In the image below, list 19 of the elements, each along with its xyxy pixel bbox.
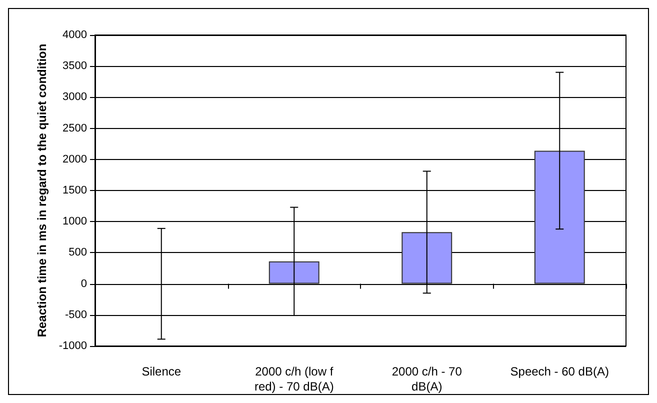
y-axis-title: Reaction time in ms in regard to the quiet condition bbox=[34, 44, 49, 338]
bar bbox=[402, 232, 452, 284]
y-tick-label: 1500 bbox=[62, 184, 87, 196]
y-tick-label: 1000 bbox=[62, 216, 87, 228]
y-tick-label: 500 bbox=[68, 246, 87, 259]
x-tick-label: 2000 c/h - 70 dB(A) bbox=[392, 364, 462, 394]
y-tick-label: -1000 bbox=[58, 340, 87, 352]
y-tick-label: 3000 bbox=[62, 91, 87, 104]
bar bbox=[268, 261, 320, 284]
y-tick-label: 3500 bbox=[62, 60, 87, 72]
bar bbox=[534, 150, 585, 284]
y-tick-label: 0 bbox=[80, 278, 87, 290]
y-tick-label: 2500 bbox=[62, 122, 87, 134]
y-tick-label: 4000 bbox=[62, 29, 87, 41]
y-tick-label: 2000 bbox=[62, 153, 87, 166]
x-tick-label: Silence bbox=[142, 364, 182, 378]
x-tick-label: 2000 c/h (low f red) - 70 dB(A) bbox=[254, 364, 334, 394]
y-tick-label: -500 bbox=[64, 308, 87, 321]
x-tick-label: Speech - 60 dB(A) bbox=[510, 364, 609, 378]
